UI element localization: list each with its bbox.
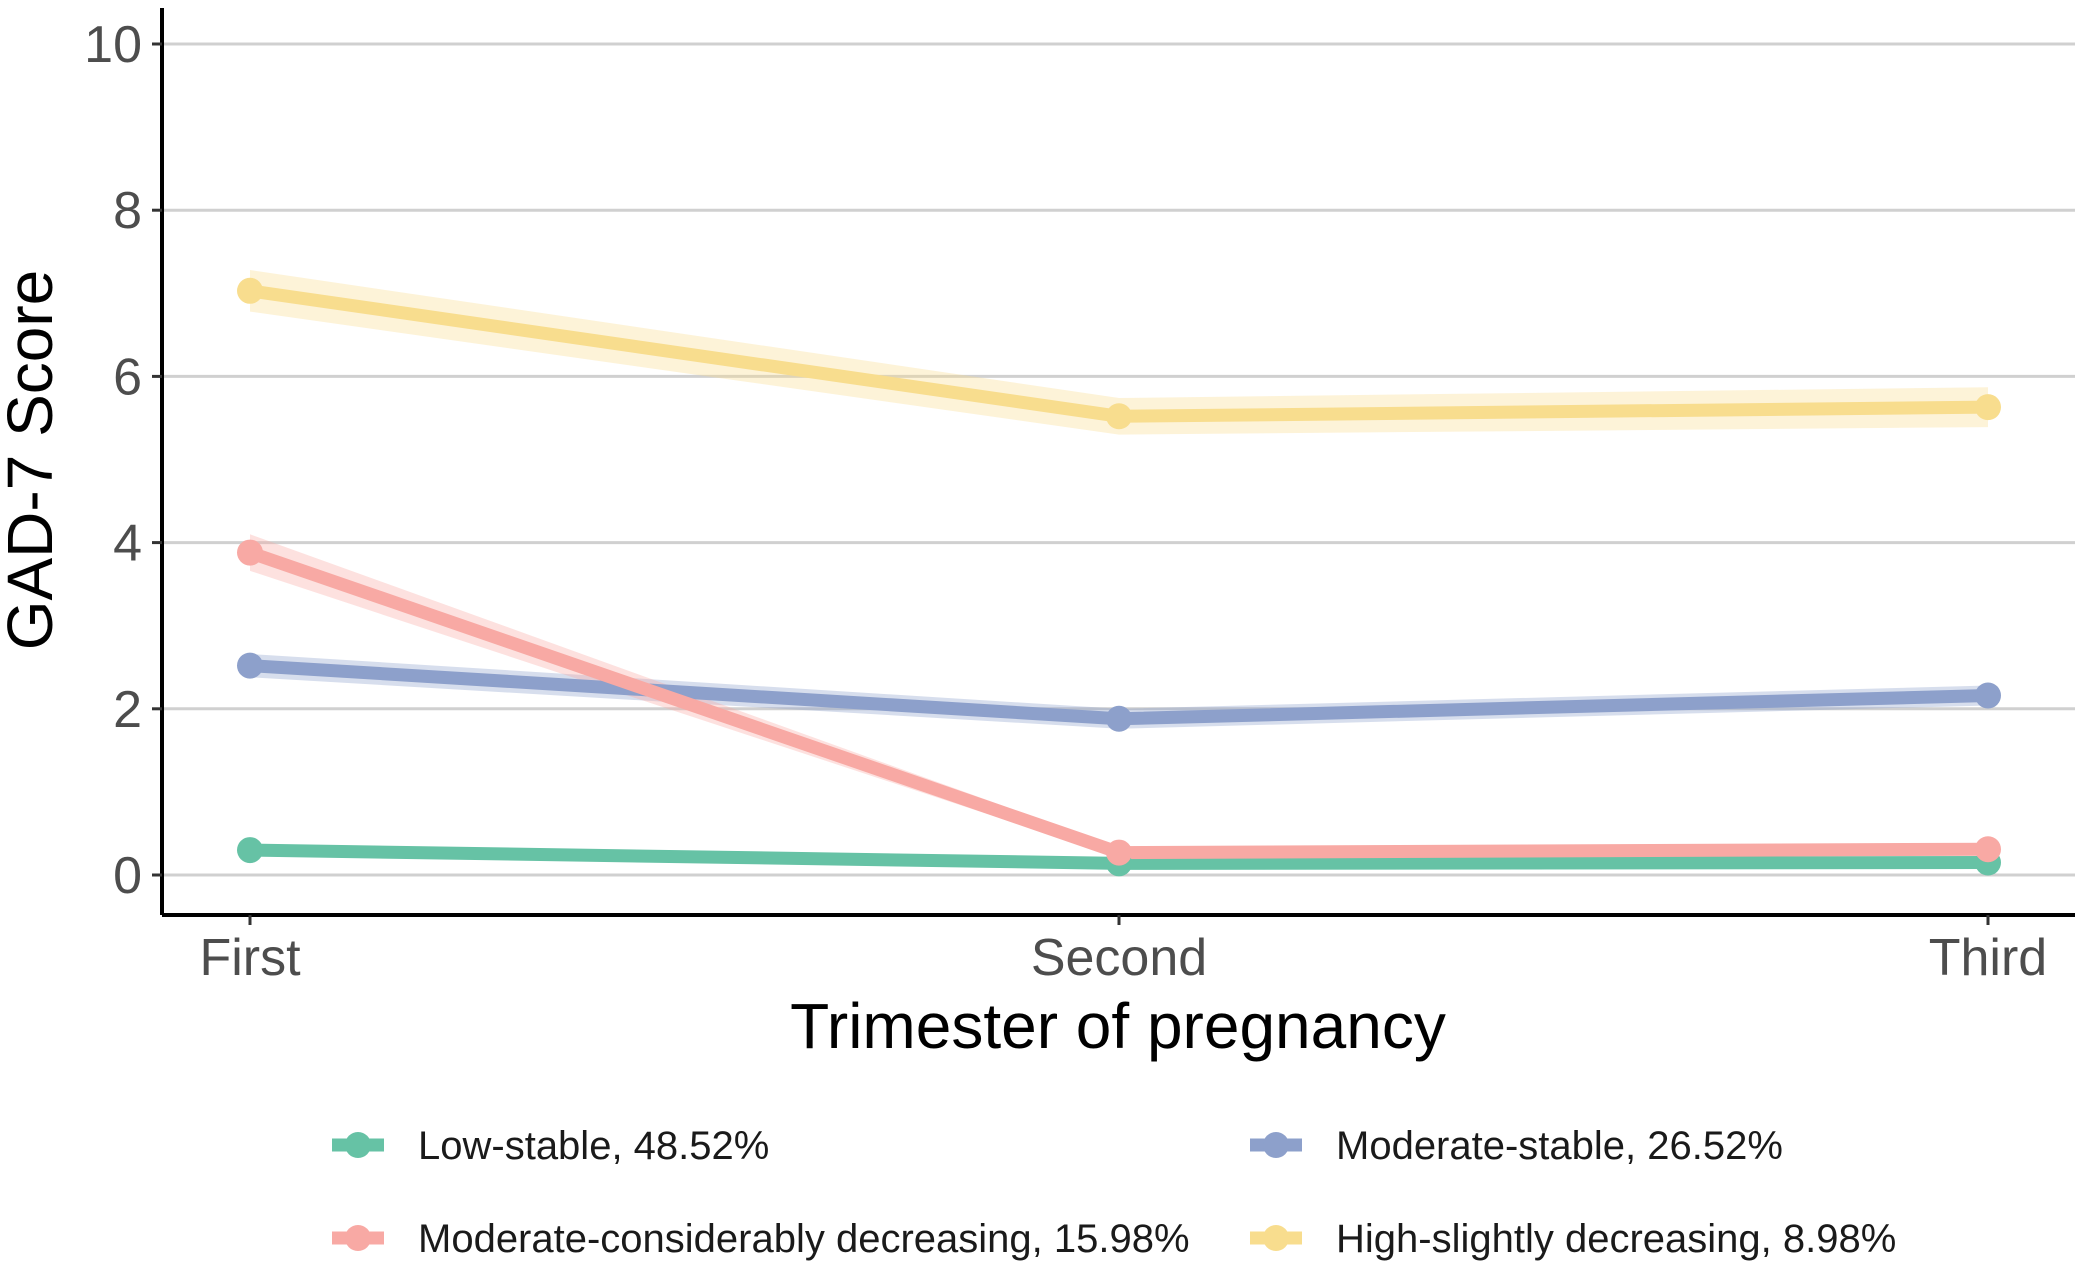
data-point-s2-third [1975, 836, 2001, 863]
data-point-s3-second [1106, 403, 1132, 430]
data-point-s1-third [1975, 682, 2001, 709]
y-ticks: 0 2 4 6 8 10 [84, 16, 162, 905]
legend-label-3: High-slightly decreasing, 8.98% [1336, 1217, 1896, 1261]
legend-label-2: Moderate-considerably decreasing, 15.98% [418, 1217, 1190, 1261]
legend-key-point-0 [345, 1132, 371, 1158]
data-point-s0-first [237, 837, 263, 864]
data-point-s1-second [1106, 705, 1132, 732]
y-tick-label: 6 [113, 348, 142, 406]
data-point-s2-second [1106, 839, 1132, 866]
legend-label-0: Low-stable, 48.52% [418, 1124, 769, 1168]
data-point-s2-first [237, 539, 263, 566]
x-tick-label-first: First [199, 929, 301, 987]
axes [160, 8, 2075, 917]
legend-key-point-3 [1263, 1225, 1289, 1251]
x-tick-label-third: Third [1929, 929, 2047, 987]
legend-label-1: Moderate-stable, 26.52% [1336, 1124, 1783, 1168]
y-axis-title: GAD-7 Score [0, 270, 66, 651]
series-points [237, 277, 2001, 877]
grid-lines [162, 42, 2075, 877]
x-tick-label-second: Second [1031, 929, 1207, 987]
y-tick-label: 8 [113, 182, 142, 240]
data-point-s3-first [237, 277, 263, 304]
y-tick-label: 4 [113, 515, 142, 573]
legend: Low-stable, 48.52% Moderate-stable, 26.52… [332, 1124, 1896, 1261]
y-tick-label: 0 [113, 847, 142, 905]
y-tick-label: 10 [84, 16, 142, 74]
x-ticks: First Second Third [199, 915, 2047, 987]
confidence-bands [250, 270, 1988, 867]
x-axis-title: Trimester of pregnancy [790, 990, 1446, 1062]
legend-key-point-2 [345, 1225, 371, 1251]
data-point-s3-third [1975, 394, 2001, 421]
ci-band-series-3 [250, 270, 1988, 435]
y-tick-label: 2 [113, 681, 142, 739]
legend-key-point-1 [1263, 1132, 1289, 1158]
data-point-s1-first [237, 652, 263, 679]
